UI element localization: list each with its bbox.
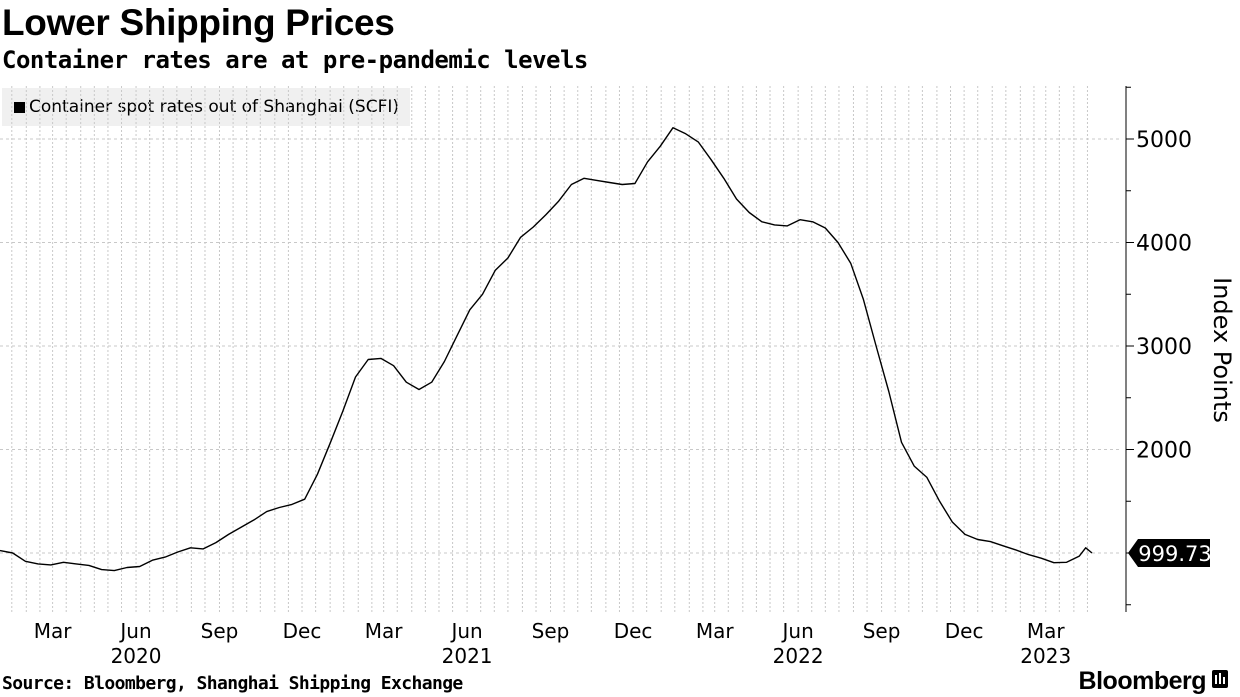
bloomberg-terminal-icon bbox=[1212, 670, 1228, 693]
brand-logo-text: Bloomberg bbox=[1078, 667, 1207, 695]
x-year-label: 2021 bbox=[442, 644, 493, 668]
y-tick-label: 4000 bbox=[1136, 232, 1192, 257]
x-tick-label: Jun bbox=[118, 619, 151, 643]
chart-subtitle: Container rates are at pre-pandemic leve… bbox=[2, 46, 588, 74]
legend-swatch bbox=[14, 101, 25, 113]
x-tick-label: Jun bbox=[781, 619, 814, 643]
x-tick-label: Mar bbox=[1027, 619, 1066, 643]
x-tick-label: Sep bbox=[532, 619, 570, 643]
series-line bbox=[0, 126, 1093, 572]
last-value-label: 999.73 bbox=[1138, 542, 1211, 566]
x-tick-label: Dec bbox=[614, 619, 653, 643]
x-tick-label: Dec bbox=[283, 619, 322, 643]
brand: Bloomberg bbox=[1079, 667, 1228, 696]
y-tick-label: 5000 bbox=[1136, 128, 1192, 153]
x-tick-label: Mar bbox=[34, 619, 73, 643]
x-tick-label: Sep bbox=[201, 619, 239, 643]
x-tick-label: Mar bbox=[696, 619, 735, 643]
y-tick-label: 3000 bbox=[1136, 335, 1192, 360]
x-year-label: 2022 bbox=[773, 644, 824, 668]
chart-title: Lower Shipping Prices bbox=[2, 2, 395, 43]
x-tick-label: Dec bbox=[945, 619, 984, 643]
y-axis-label: Index Points bbox=[1208, 277, 1236, 423]
y-tick-label: 2000 bbox=[1136, 439, 1192, 464]
x-year-label: 2020 bbox=[111, 644, 162, 668]
x-tick-label: Mar bbox=[365, 619, 404, 643]
x-tick-label: Sep bbox=[863, 619, 901, 643]
source-note: Source: Bloomberg, Shanghai Shipping Exc… bbox=[2, 673, 463, 694]
x-tick-label: Jun bbox=[449, 619, 482, 643]
x-year-label: 2023 bbox=[1020, 644, 1071, 668]
last-value-flag bbox=[1128, 539, 1210, 568]
